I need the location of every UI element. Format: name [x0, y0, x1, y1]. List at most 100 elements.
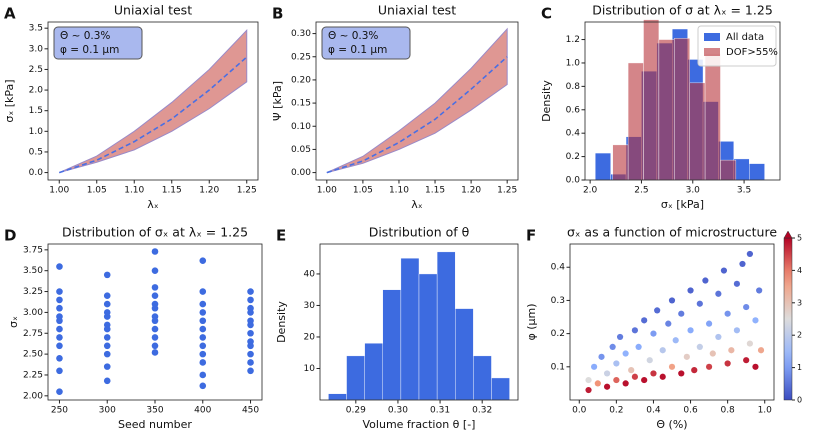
- point: [687, 327, 694, 334]
- bar: [328, 393, 347, 401]
- plot-frame: [47, 21, 259, 181]
- point: [199, 325, 207, 333]
- y-tick-label: 0.6: [566, 105, 581, 115]
- point: [631, 373, 639, 380]
- point: [709, 350, 716, 357]
- colorbar-tick-label: 1: [797, 363, 802, 372]
- y-tick-label: 2.5: [29, 65, 43, 75]
- bar: [595, 152, 611, 181]
- point: [103, 377, 111, 385]
- y-tick-label: 1.0: [29, 127, 44, 137]
- x-tick-label: 0.6: [683, 406, 698, 416]
- bar: [612, 144, 629, 181]
- point: [631, 327, 639, 334]
- point: [103, 350, 111, 358]
- y-tick-label: 0.05: [291, 145, 311, 155]
- x-tick-label: 1.15: [425, 186, 445, 196]
- panel: A Uniaxial test λₓ σₓ [kPa] 1.00 1.05 1.10 1.15…: [3, 3, 259, 211]
- point: [598, 353, 605, 360]
- point: [56, 296, 63, 304]
- y-tick-label: 3.5: [29, 24, 43, 34]
- colorbar-tick-label: 3: [797, 298, 802, 307]
- y-tick-label: 0.2: [566, 152, 580, 162]
- x-tick-label: 400: [194, 406, 211, 416]
- plot-frame: [319, 243, 519, 401]
- y-tick-label: 2.50: [23, 350, 43, 360]
- point: [752, 317, 759, 324]
- x-tick-label: 1.05: [87, 186, 107, 196]
- x-tick-label: 0.30: [388, 406, 408, 416]
- x-tick-label: 0.32: [472, 406, 492, 416]
- colorbar-extend: [783, 230, 793, 239]
- x-tick-label: 3.0: [686, 186, 701, 196]
- bar: [364, 343, 383, 401]
- point: [199, 257, 207, 264]
- point: [591, 363, 598, 370]
- y-tick-label: 0.10: [291, 122, 311, 132]
- legend-swatch: [704, 33, 720, 41]
- y-tick-label: 3.25: [23, 287, 43, 297]
- y-axis-label: Density: [540, 80, 553, 122]
- point: [746, 340, 753, 347]
- point: [151, 334, 159, 341]
- y-tick-label: 0.0: [29, 168, 44, 178]
- panel: D Distribution of σₓ at λₓ = 1.25 Seed num…: [4, 225, 263, 431]
- x-tick-label: 1.0: [758, 406, 773, 416]
- y-tick-label: 1.0: [566, 58, 581, 68]
- point: [728, 347, 735, 354]
- point: [613, 376, 620, 384]
- panel-letter: D: [4, 227, 16, 245]
- x-tick-label: 450: [242, 406, 259, 416]
- x-tick-label: 2.0: [583, 186, 598, 196]
- plot-frame: [584, 21, 781, 181]
- point: [743, 357, 750, 364]
- y-tick-label: 20: [304, 332, 316, 342]
- x-axis-label: σₓ [kPa]: [661, 198, 704, 211]
- x-tick-label: 0.31: [430, 406, 450, 416]
- bar: [455, 308, 474, 401]
- point: [756, 287, 763, 294]
- point: [199, 371, 207, 379]
- point: [247, 296, 254, 304]
- panel: E Distribution of θ Volume fraction θ [-] D…: [275, 225, 519, 431]
- y-tick-label: 1.5: [29, 106, 43, 116]
- point: [56, 367, 63, 375]
- bar: [418, 273, 438, 401]
- point: [594, 380, 601, 387]
- point: [705, 363, 713, 370]
- y-axis-label: σₓ: [7, 316, 20, 328]
- bar: [627, 62, 644, 181]
- point: [696, 300, 703, 307]
- point: [247, 359, 254, 366]
- point: [199, 359, 207, 366]
- point: [247, 288, 254, 295]
- point: [103, 271, 111, 279]
- y-tick-label: 0.5: [29, 147, 43, 157]
- point: [641, 317, 648, 324]
- point: [641, 376, 648, 384]
- point: [151, 304, 159, 312]
- x-tick-label: 0.8: [720, 406, 735, 416]
- point: [247, 342, 254, 350]
- bar: [658, 39, 675, 181]
- annotation: φ = 0.1 µm: [60, 44, 119, 56]
- point: [103, 325, 111, 333]
- point: [616, 333, 624, 341]
- annotation: Θ ~ 0.3%: [328, 30, 378, 42]
- legend-swatch: [704, 48, 720, 56]
- x-axis-label: λₓ: [147, 198, 159, 211]
- y-tick-label: 2.25: [23, 370, 43, 380]
- y-tick-label: 0.2: [551, 329, 565, 339]
- point: [199, 288, 207, 295]
- point: [628, 367, 635, 374]
- y-tick-label: 0.3: [551, 296, 565, 306]
- y-tick-label: 3.50: [23, 266, 43, 276]
- y-axis-label: Ψ [kPa]: [271, 81, 284, 121]
- colorbar-tick-label: 5: [797, 234, 802, 243]
- point: [151, 292, 159, 300]
- point: [668, 297, 676, 304]
- y-tick-label: 0.25: [291, 52, 311, 62]
- point: [650, 330, 657, 337]
- point: [56, 317, 63, 325]
